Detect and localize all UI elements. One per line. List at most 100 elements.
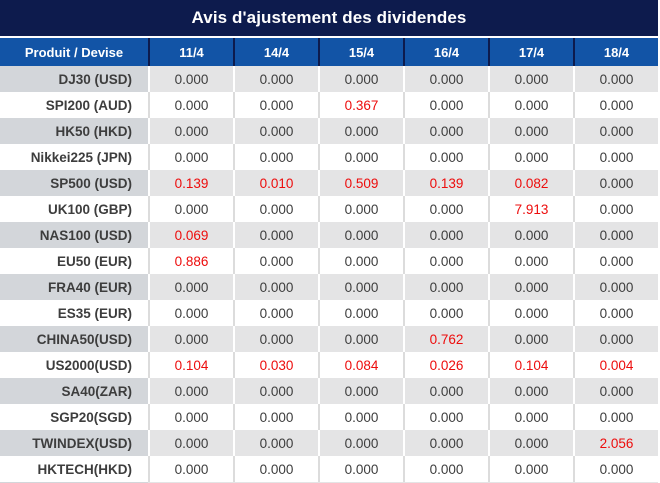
value-cell: 0.000 [403,300,488,326]
value-cell: 0.000 [233,326,318,352]
value-cell: 0.000 [573,66,658,92]
value-cell: 0.000 [233,430,318,456]
product-cell: EU50 (EUR) [56,253,132,269]
value-cell: 0.082 [488,170,573,196]
value-cell: 0.000 [573,456,658,482]
value-cell: 2.056 [573,430,658,456]
value-cell: 0.000 [318,300,403,326]
table-row: FRA40 (EUR) 0.000 0.000 0.000 0.000 0.000 0.00… [0,274,658,300]
product-cell: TWINDEX(USD) [0,430,148,456]
value-cell: 0.026 [403,352,488,378]
value-cell: 0.000 [403,222,488,248]
value-cell: 0.000 [573,274,658,300]
value-cell: 0.000 [233,378,318,404]
value-cell: 0.000 [148,456,233,482]
value-cell: 0.000 [573,118,658,144]
value-cell: 0.139 [148,170,233,196]
value-cell: 0.000 [233,144,318,170]
value-cell: 0.139 [403,170,488,196]
value-cell: 0.000 [318,248,403,274]
table-row: SA40(ZAR) 0.000 0.000 0.000 0.000 0.000 0.000 [0,378,658,404]
value-cell: 0.000 [403,378,488,404]
value-cell: 0.069 [148,222,233,248]
value-cell: 0.000 [488,378,573,404]
value-cell: 0.000 [148,118,233,144]
column-header-product: Produit / Devise [24,44,124,60]
product-cell: ES35 (EUR) [57,305,132,321]
product-cell: US2000(USD) [45,357,132,373]
value-cell: 0.886 [148,248,233,274]
column-header-date-6: 18/4 [573,38,658,66]
value-cell: 0.000 [318,196,403,222]
value-cell: 0.000 [488,404,573,430]
value-cell: 0.000 [318,430,403,456]
value-cell: 0.000 [148,92,233,118]
value-cell: 0.000 [148,196,233,222]
table-row: DJ30 (USD) 0.000 0.000 0.000 0.000 0.000 0.000 [0,66,658,92]
value-cell: 0.000 [488,326,573,352]
table-row: Nikkei225 (JPN) 0.000 0.000 0.000 0.000 0.000… [0,144,658,170]
product-cell: HK50 (HKD) [0,118,148,144]
table-row: EU50 (EUR) 0.886 0.000 0.000 0.000 0.000 0.000 [0,248,658,274]
value-cell: 0.000 [233,118,318,144]
value-cell: 0.000 [233,92,318,118]
value-cell: 0.000 [233,456,318,482]
page-title: Avis d'ajustement des dividendes [191,8,467,27]
title-bar: Avis d'ajustement des dividendes [0,0,658,38]
product-cell: SA40(ZAR) [0,378,148,404]
table-row: UK100 (GBP) 0.000 0.000 0.000 0.000 7.913 0.00… [0,196,658,222]
value-cell: 0.000 [148,144,233,170]
value-cell: 0.000 [488,92,573,118]
product-cell: CHINA50(USD) [0,326,148,352]
value-cell: 0.000 [318,274,403,300]
value-cell: 0.030 [233,352,318,378]
value-cell: 0.000 [233,248,318,274]
value-cell: 0.000 [573,248,658,274]
value-cell: 0.000 [573,404,658,430]
product-cell: SGP20(SGD) [50,409,132,425]
product-cell: DJ30 (USD) [0,66,148,92]
value-cell: 0.000 [573,170,658,196]
value-cell: 0.000 [488,118,573,144]
product-cell: HKTECH(HKD) [37,461,133,477]
table-row: CHINA50(USD) 0.000 0.000 0.000 0.762 0.000 0.0… [0,326,658,352]
value-cell: 0.367 [318,92,403,118]
table-row: US2000(USD) 0.104 0.030 0.084 0.026 0.104 0.00… [0,352,658,378]
value-cell: 0.000 [318,118,403,144]
value-cell: 0.000 [573,326,658,352]
product-cell: NAS100 (USD) [0,222,148,248]
value-cell: 0.000 [573,378,658,404]
product-cell: FRA40 (EUR) [0,274,148,300]
value-cell: 0.104 [488,352,573,378]
value-cell: 0.000 [148,430,233,456]
value-cell: 0.000 [233,222,318,248]
value-cell: 0.000 [233,274,318,300]
table-row: HK50 (HKD) 0.000 0.000 0.000 0.000 0.000 0.000 [0,118,658,144]
value-cell: 0.000 [403,404,488,430]
table-row: SP500 (USD) 0.139 0.010 0.509 0.139 0.082 0.00… [0,170,658,196]
product-cell: UK100 (GBP) [47,201,132,217]
column-header-date-5: 17/4 [488,38,573,66]
value-cell: 0.000 [403,430,488,456]
value-cell: 0.000 [233,66,318,92]
column-header-date-2: 14/4 [233,38,318,66]
value-cell: 0.000 [403,66,488,92]
value-cell: 0.000 [488,274,573,300]
value-cell: 0.000 [573,300,658,326]
table-row: SGP20(SGD) 0.000 0.000 0.000 0.000 0.000 0.000 [0,404,658,430]
value-cell: 0.000 [318,404,403,430]
value-cell: 0.000 [403,248,488,274]
product-cell: Nikkei225 (JPN) [30,149,132,165]
value-cell: 0.010 [233,170,318,196]
value-cell: 0.000 [318,144,403,170]
value-cell: 0.000 [488,456,573,482]
value-cell: 0.000 [148,326,233,352]
table-row: NAS100 (USD) 0.069 0.000 0.000 0.000 0.000 0.0… [0,222,658,248]
value-cell: 0.000 [148,404,233,430]
value-cell: 0.000 [573,196,658,222]
value-cell: 0.000 [148,378,233,404]
value-cell: 0.000 [488,248,573,274]
column-header-date-1: 11/4 [148,38,233,66]
value-cell: 0.000 [403,196,488,222]
